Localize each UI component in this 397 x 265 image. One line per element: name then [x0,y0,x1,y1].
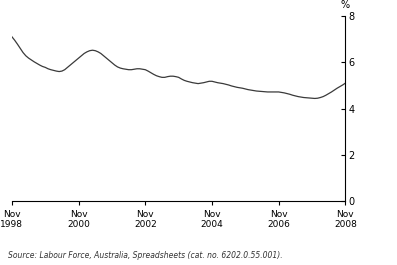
Text: %: % [341,0,350,10]
Text: Source: Labour Force, Australia, Spreadsheets (cat. no. 6202.0.55.001).: Source: Labour Force, Australia, Spreads… [8,251,283,260]
